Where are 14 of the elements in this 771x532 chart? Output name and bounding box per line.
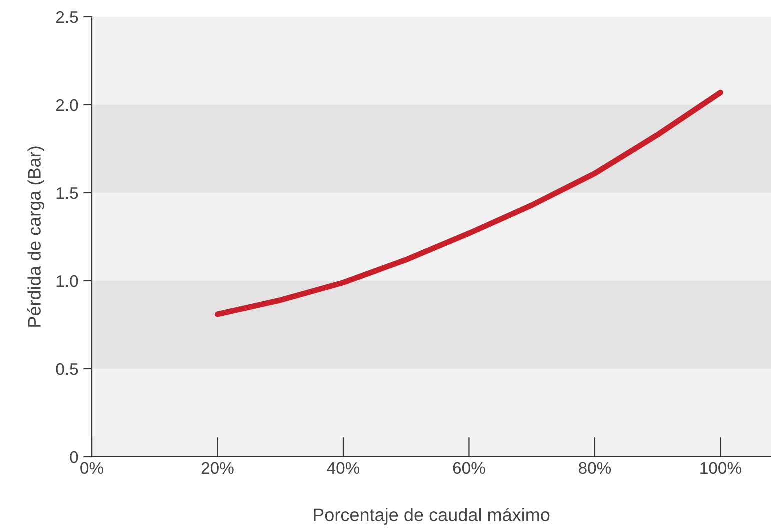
x-tick-label: 40% xyxy=(327,462,360,474)
x-tick-label: 60% xyxy=(453,462,486,474)
y-tick-label: 1.5 xyxy=(56,188,78,200)
y-axis-title: Pérdida de carga (Bar) xyxy=(27,146,45,327)
x-tick-label: 100% xyxy=(700,462,742,474)
y-tick-label: 0 xyxy=(70,451,78,464)
x-tick-label: 20% xyxy=(202,462,234,474)
x-axis-title: Porcentaje de caudal máximo xyxy=(314,508,550,525)
x-tick-label: 0% xyxy=(80,462,104,474)
y-tick-label: 1.0 xyxy=(56,275,78,288)
y-tick-label: 2.0 xyxy=(56,99,78,112)
x-tick-label: 80% xyxy=(579,462,612,474)
y-tick-label: 0.5 xyxy=(56,363,78,376)
y-tick-label: 2.5 xyxy=(56,11,78,24)
